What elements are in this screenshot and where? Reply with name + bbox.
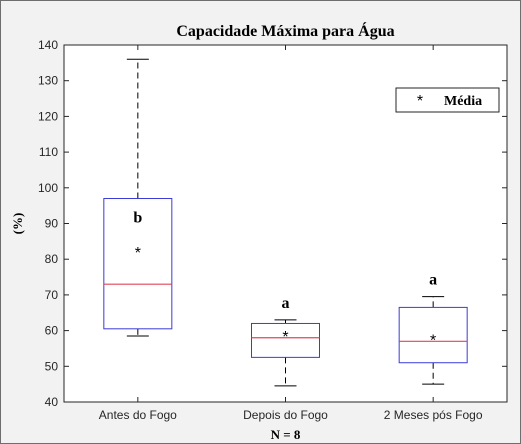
y-axis-ticks: 40 50 60 70 80 90 100 110 120 130 140: [38, 38, 507, 409]
mean-marker: *: [430, 333, 436, 350]
box-group: *b: [103, 58, 173, 337]
y-tick-label: 60: [45, 324, 59, 338]
y-tick-label: 80: [45, 252, 59, 266]
y-tick-label: 100: [38, 181, 58, 195]
y-tick-label: 70: [45, 288, 59, 302]
group-letter: a: [429, 272, 437, 289]
mean-marker: *: [282, 329, 288, 346]
box-iqr: [251, 322, 320, 358]
y-tick-label: 120: [38, 109, 58, 123]
box-group: *a: [251, 295, 320, 387]
box-iqr: [103, 198, 173, 330]
legend-label: Média: [444, 94, 482, 109]
box-series: *b*a*a: [103, 58, 468, 387]
x-tick-label: Depois do Fogo: [243, 408, 328, 422]
x-tick-label: 2 Meses pós Fogo: [384, 408, 483, 422]
legend-marker: *: [417, 93, 423, 110]
chart-title: Capacidade Máxima para Água: [176, 21, 394, 40]
group-letter: b: [133, 210, 142, 227]
y-tick-label: 90: [45, 217, 59, 231]
legend-box: [395, 87, 500, 113]
box-group: *a: [398, 272, 468, 385]
group-letter: a: [282, 295, 290, 312]
x-tick-label: Antes do Fogo: [99, 408, 177, 422]
legend: * Média: [395, 87, 500, 113]
x-axis-ticks: Antes do Fogo Depois do Fogo 2 Meses pós F…: [99, 45, 483, 422]
y-axis-label: (%): [10, 213, 25, 235]
y-tick-label: 110: [39, 145, 58, 159]
box-iqr: [398, 306, 468, 364]
y-tick-label: 50: [45, 359, 59, 373]
x-axis-label: N = 8: [271, 427, 301, 442]
y-tick-label: 130: [38, 74, 58, 88]
y-tick-label: 140: [38, 38, 58, 52]
y-tick-label: 40: [45, 395, 59, 409]
mean-marker: *: [135, 245, 141, 262]
